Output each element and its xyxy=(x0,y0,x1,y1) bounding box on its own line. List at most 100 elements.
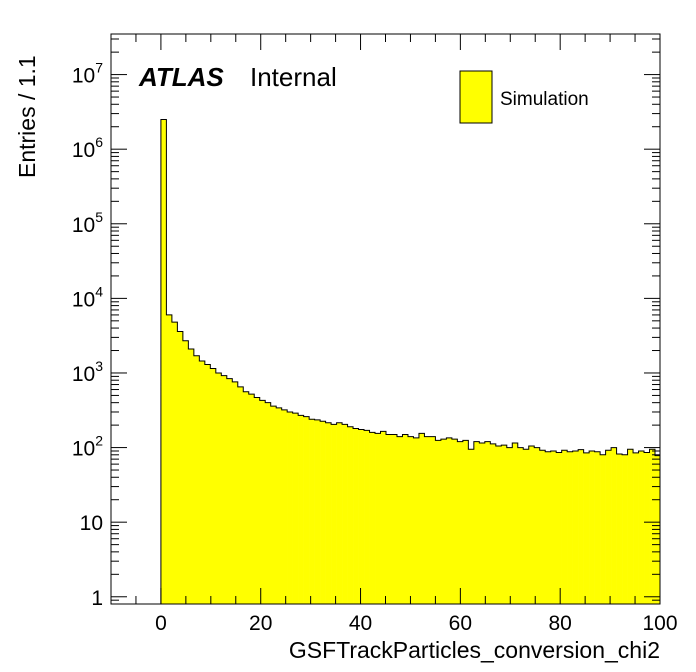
histogram-bar xyxy=(369,432,376,604)
histogram-bar xyxy=(561,450,568,604)
histogram-bar xyxy=(342,424,348,604)
histogram-bar xyxy=(166,314,173,604)
histogram-bar xyxy=(259,400,266,604)
histogram-bar xyxy=(204,364,211,604)
histogram-bar xyxy=(446,437,453,604)
histogram-bar xyxy=(556,452,562,604)
histogram-bar xyxy=(567,451,573,604)
histogram-bar xyxy=(550,450,557,604)
x-tick-label: 0 xyxy=(155,612,167,635)
histogram-bar xyxy=(572,450,579,604)
y-tick-label: 105 xyxy=(72,209,103,237)
histogram-bar xyxy=(616,454,623,604)
histogram-bar xyxy=(501,445,508,604)
histogram-bar xyxy=(375,433,381,604)
histogram-bar xyxy=(429,436,436,604)
histogram-bar xyxy=(177,331,184,604)
histogram-bar xyxy=(232,381,239,604)
histogram-bar xyxy=(605,450,612,604)
histogram-bar xyxy=(199,360,206,604)
histogram-bar xyxy=(364,430,370,604)
y-axis-title: Entries / 1.1 xyxy=(14,55,40,178)
histogram-bar xyxy=(633,452,639,604)
histogram-bar xyxy=(545,451,551,604)
histogram-bar xyxy=(517,447,524,604)
histogram-bar xyxy=(276,407,282,604)
legend-swatch xyxy=(459,70,493,124)
histogram-bar xyxy=(479,443,486,604)
internal-label: Internal xyxy=(250,62,337,92)
y-tick-label: 104 xyxy=(72,283,103,311)
histogram-bar xyxy=(320,421,326,604)
histogram-bar xyxy=(649,449,656,604)
histogram-bar xyxy=(221,375,228,604)
histogram-bar xyxy=(413,437,420,604)
y-tick-label: 10 xyxy=(80,512,103,535)
histogram-bar xyxy=(457,441,464,604)
histogram-bar xyxy=(243,391,250,604)
histogram-bar xyxy=(440,439,447,604)
histogram-bar xyxy=(270,406,277,604)
histogram-bar xyxy=(226,378,233,604)
x-axis-title: GSFTrackParticles_conversion_chi2 xyxy=(289,637,660,663)
histogram-bar xyxy=(528,445,535,604)
atlas-label: ATLAS xyxy=(138,62,224,92)
histogram-bar xyxy=(309,419,315,604)
histogram-bar xyxy=(193,355,200,604)
histogram-bar xyxy=(254,397,261,604)
histogram-bar xyxy=(281,409,288,604)
histogram-bar xyxy=(396,436,403,604)
histogram-bar xyxy=(490,443,497,604)
histogram-bar xyxy=(484,441,491,604)
y-tick-labels: 1 10 102 103 104 105 106 107 xyxy=(72,60,103,610)
histogram-bar xyxy=(578,449,584,604)
y-tick-label: 103 xyxy=(72,358,103,386)
histogram-bar xyxy=(506,447,513,604)
x-tick-label: 100 xyxy=(642,612,677,635)
histogram-bar xyxy=(386,434,392,604)
histogram-bar xyxy=(451,439,458,604)
histogram-bar xyxy=(495,445,502,604)
histogram-bar xyxy=(331,424,337,604)
histogram-bar xyxy=(589,450,595,604)
histogram-bar xyxy=(215,372,222,604)
histogram-bar xyxy=(336,422,343,604)
histogram-bar xyxy=(265,402,272,604)
histogram-bar xyxy=(287,411,293,604)
histogram-bars xyxy=(160,119,661,604)
histogram-bar xyxy=(594,451,601,604)
histogram-bar xyxy=(188,348,195,604)
histogram-bar xyxy=(347,426,354,604)
histogram-bar xyxy=(182,340,189,604)
histogram-bar xyxy=(210,368,217,604)
x-tick-label: 20 xyxy=(249,612,272,635)
histogram-bar xyxy=(583,452,590,604)
histogram-bar xyxy=(325,422,332,604)
histogram-bar xyxy=(171,322,178,604)
histogram-bar xyxy=(391,434,398,604)
histogram-bar xyxy=(407,436,414,604)
x-tick-label: 80 xyxy=(549,612,572,635)
histogram-bar xyxy=(523,449,530,604)
histogram-bar xyxy=(314,419,321,604)
histogram-bar xyxy=(424,436,431,604)
histogram-bar xyxy=(600,454,606,604)
histogram-bar xyxy=(644,452,650,604)
histogram-bar xyxy=(237,386,244,604)
histogram-bar xyxy=(298,415,304,604)
legend-entry-simulation: Simulation xyxy=(500,89,589,110)
histogram-bar xyxy=(627,449,634,604)
histogram-bar xyxy=(160,119,167,604)
histogram-bar xyxy=(622,454,628,604)
axis-ticks xyxy=(110,34,661,605)
histogram-bar xyxy=(473,441,480,604)
y-tick-label: 107 xyxy=(72,60,103,88)
histogram-bar xyxy=(512,443,519,604)
y-tick-label: 102 xyxy=(72,433,103,461)
histogram-bar xyxy=(611,447,617,604)
histogram-bar xyxy=(638,450,645,604)
x-tick-label: 60 xyxy=(449,612,472,635)
histogram-bar xyxy=(468,449,475,604)
histogram-bar xyxy=(534,447,541,604)
histogram-bar xyxy=(292,413,299,604)
